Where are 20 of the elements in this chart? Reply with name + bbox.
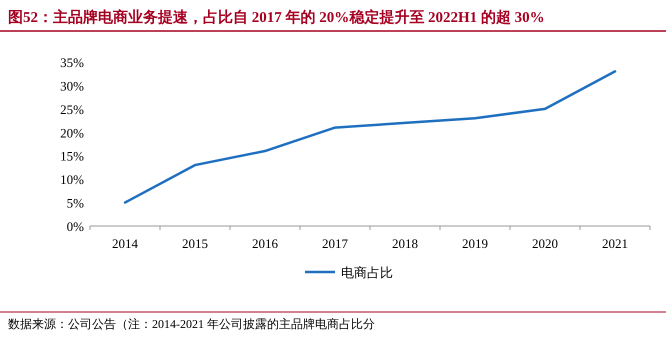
x-tick-label: 2019 <box>462 236 488 251</box>
x-tick-label: 2014 <box>112 236 138 251</box>
source-note: 数据来源：公司公告（注：2014-2021 年公司披露的主品牌电商占比分 <box>8 317 375 331</box>
y-tick-label: 20% <box>60 125 84 140</box>
x-tick-label: 2015 <box>182 236 208 251</box>
x-tick-label: 2021 <box>602 236 628 251</box>
y-tick-label: 0% <box>66 219 84 234</box>
y-tick-label: 35% <box>60 55 84 70</box>
y-tick-label: 5% <box>66 196 84 211</box>
x-tick-label: 2016 <box>252 236 278 251</box>
y-tick-label: 15% <box>60 148 84 164</box>
line-series <box>124 70 616 204</box>
x-tick-label: 2018 <box>392 236 418 251</box>
y-tick-label: 30% <box>60 78 84 94</box>
x-tick-label: 2020 <box>532 236 558 251</box>
y-tick-label: 10% <box>60 172 84 188</box>
legend-label: 电商占比 <box>341 265 393 280</box>
y-tick-label: 25% <box>60 102 84 117</box>
chart-title: 图52：主品牌电商业务提速，占比自 2017 年的 20%稳定提升至 2022H1 的超 30% <box>8 8 545 26</box>
x-tick-label: 2017 <box>322 236 348 251</box>
